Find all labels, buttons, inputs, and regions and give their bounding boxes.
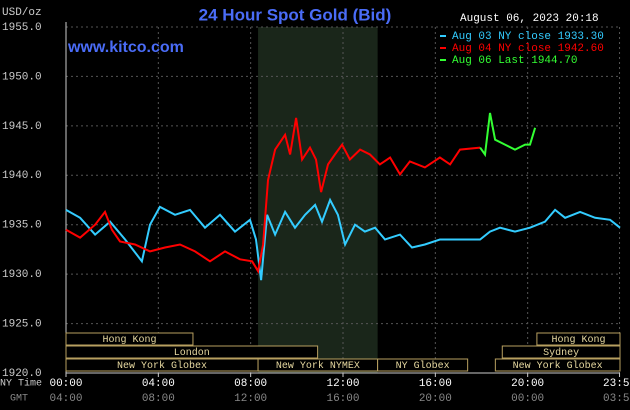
x-tick-label: 20:00 <box>511 378 544 390</box>
timestamp: August 06, 2023 20:18 <box>460 13 599 25</box>
session-shade <box>258 27 378 373</box>
y-tick-label: 1925.0 <box>2 318 42 330</box>
session-label: London <box>174 347 210 359</box>
y-tick-label: 1940.0 <box>2 170 42 182</box>
x2-axis-label: GMT <box>10 394 28 405</box>
session-label: Hong Kong <box>551 335 605 346</box>
series-line <box>65 197 621 281</box>
x-tick-label: 00:00 <box>49 378 82 390</box>
x2-tick-label: 00:00 <box>511 393 544 405</box>
session-box <box>65 345 319 359</box>
session-box <box>377 358 469 372</box>
legend-label: Aug 04 NY close 1942.60 <box>452 43 604 55</box>
x2-tick-label: 03:59 <box>603 393 630 405</box>
session-label: New York Globex <box>513 360 603 372</box>
x2-tick-label: 16:00 <box>326 393 359 405</box>
x2-tick-label: 04:00 <box>49 393 82 405</box>
series-line <box>479 112 537 158</box>
x-tick-label: 04:00 <box>142 378 175 390</box>
y-tick-label: 1955.0 <box>2 22 42 34</box>
y-axis-label: USD/oz <box>2 7 42 19</box>
series-line <box>65 117 481 274</box>
y-tick-label: 1920.0 <box>2 368 42 380</box>
session-box <box>501 345 621 359</box>
x2-tick-label: 08:00 <box>142 393 175 405</box>
session-label: NY Globex <box>396 360 450 372</box>
session-label: Sydney <box>543 347 579 359</box>
x-axis-label: NY Time <box>0 378 42 390</box>
chart-title: 24 Hour Spot Gold (Bid) <box>199 5 392 24</box>
session-box <box>494 358 621 372</box>
legend-label: Aug 03 NY close 1933.30 <box>452 31 604 43</box>
website: www.kitco.com <box>67 39 184 56</box>
x2-tick-label: 20:00 <box>419 393 452 405</box>
y-tick-label: 1945.0 <box>2 121 42 133</box>
x-tick-label: 08:00 <box>234 378 267 390</box>
x-tick-label: 12:00 <box>326 378 359 390</box>
y-tick-label: 1930.0 <box>2 269 42 281</box>
session-label: New York Globex <box>117 360 207 372</box>
session-box <box>65 332 194 346</box>
y-tick-label: 1935.0 <box>2 220 42 232</box>
y-tick-label: 1950.0 <box>2 71 42 83</box>
session-box <box>536 332 621 346</box>
session-label: New York NYMEX <box>276 360 360 372</box>
x-tick-label: 23:59 <box>603 378 630 390</box>
legend-label: Aug 06 Last 1944.70 <box>452 55 577 67</box>
x-tick-label: 16:00 <box>419 378 452 390</box>
x2-tick-label: 12:00 <box>234 393 267 405</box>
session-label: Hong Kong <box>102 335 156 346</box>
